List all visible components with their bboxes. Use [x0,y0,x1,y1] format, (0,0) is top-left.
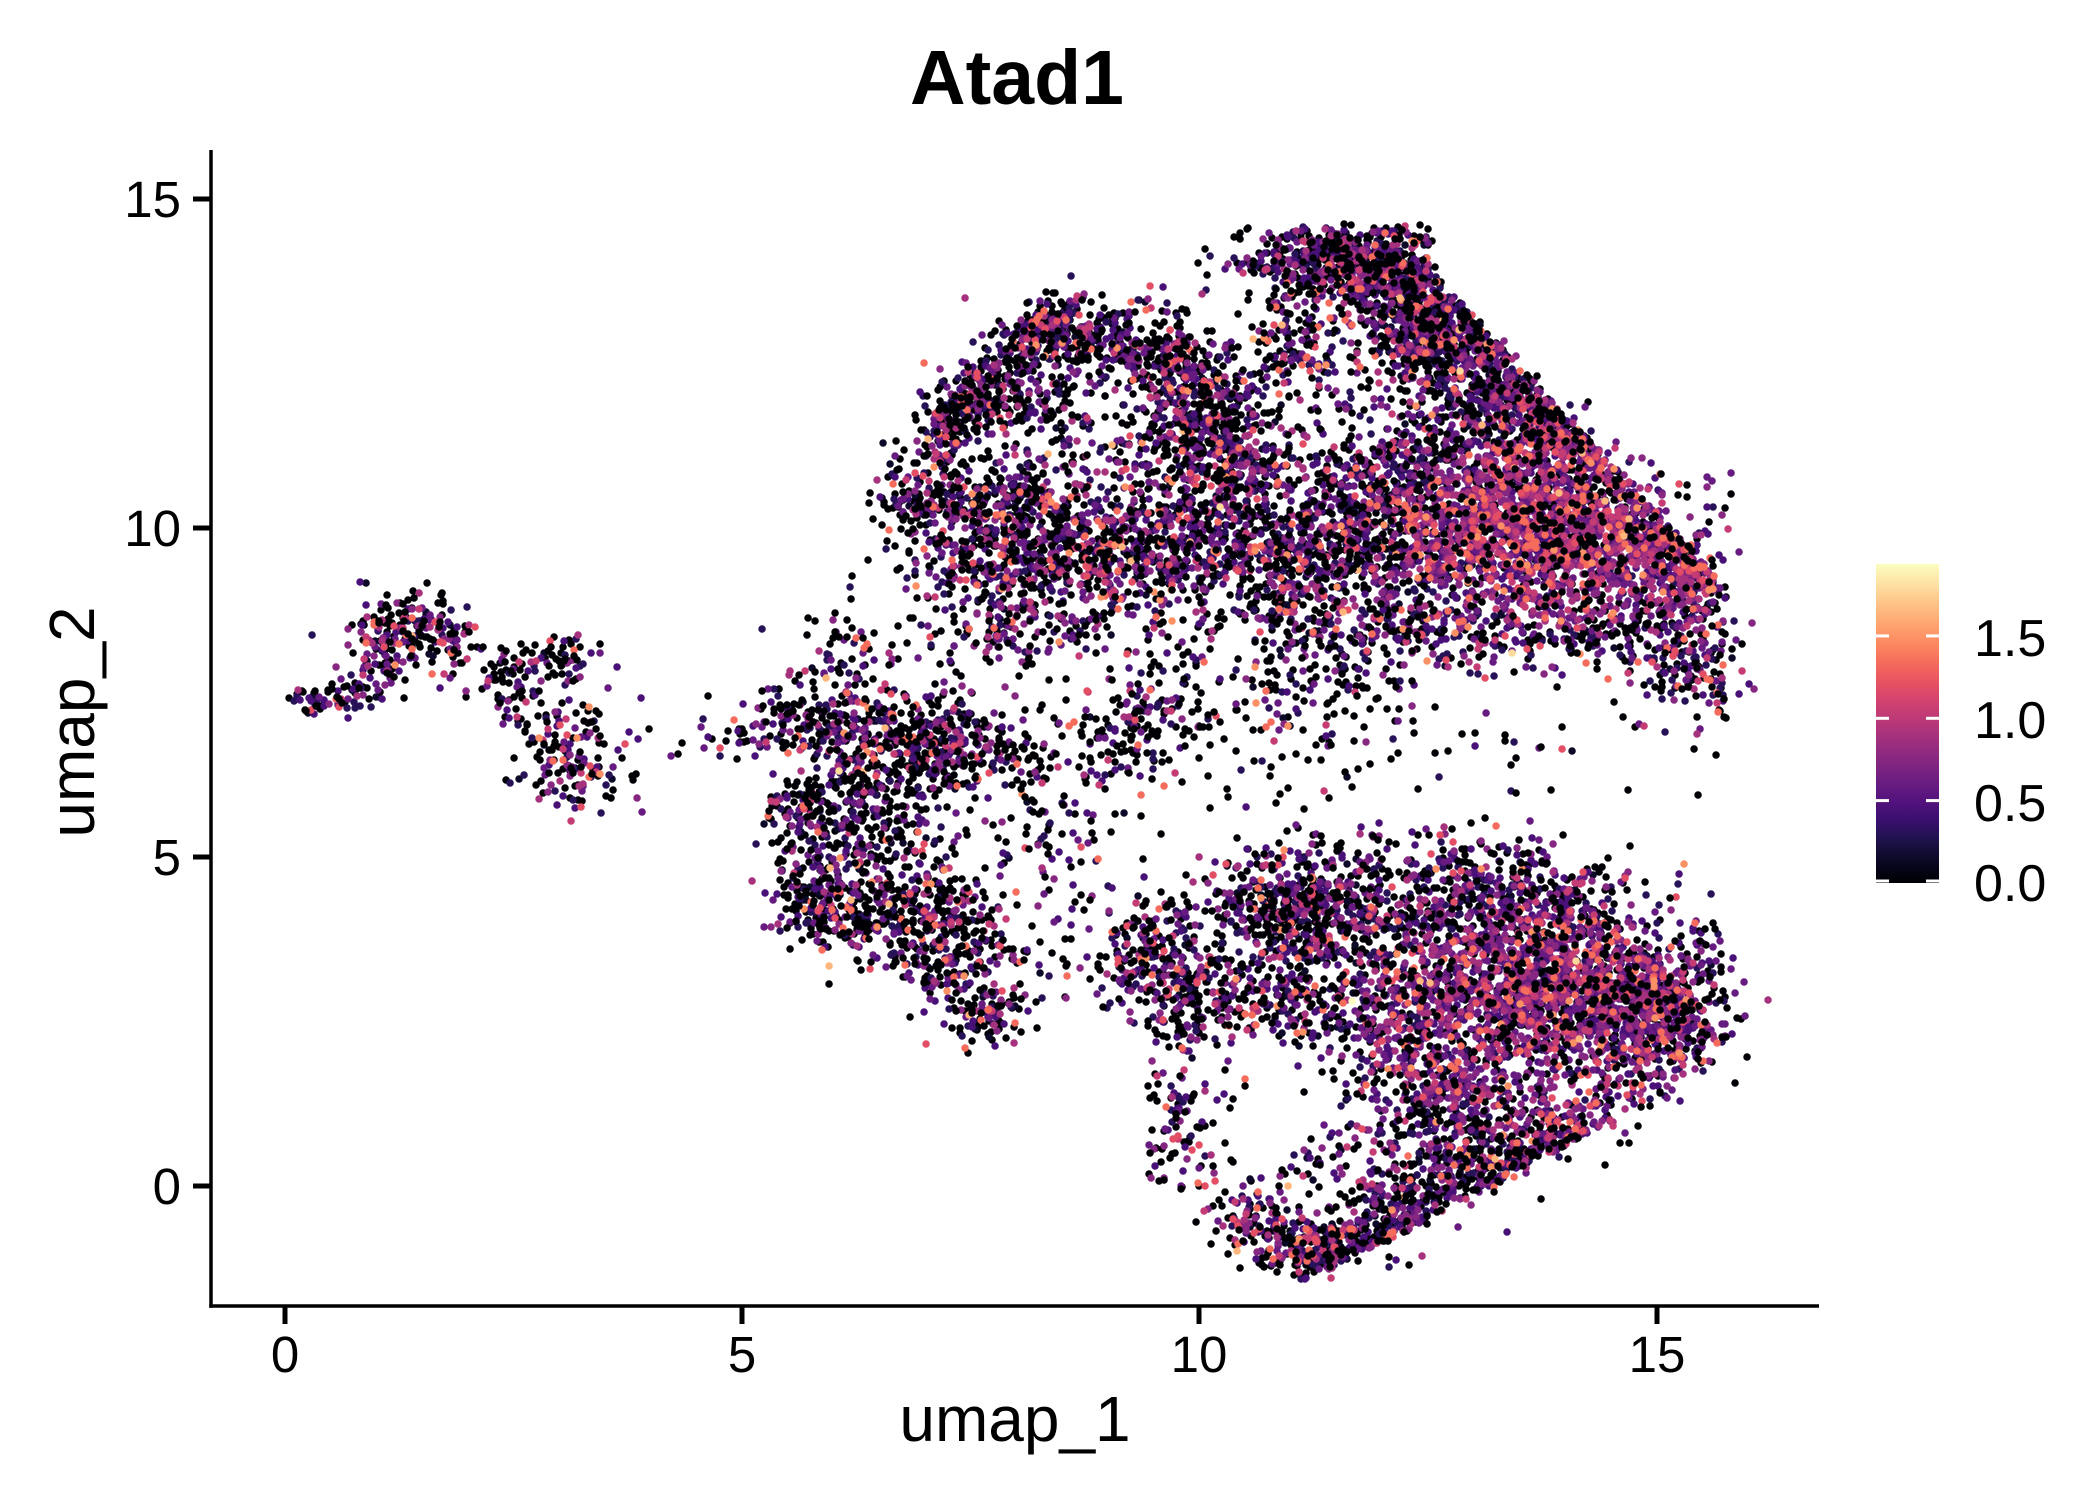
svg-text:0: 0 [153,1158,181,1215]
svg-text:1.5: 1.5 [1974,610,2046,668]
svg-text:0.5: 0.5 [1974,775,2046,833]
svg-text:10: 10 [124,500,181,557]
svg-text:15: 15 [124,171,181,228]
svg-text:5: 5 [153,829,181,886]
svg-text:Atad1: Atad1 [910,35,1124,121]
svg-text:0.0: 0.0 [1974,855,2046,913]
svg-text:umap_2: umap_2 [36,606,108,837]
svg-text:5: 5 [728,1326,756,1383]
svg-text:1.0: 1.0 [1974,692,2046,750]
svg-text:15: 15 [1629,1326,1686,1383]
svg-text:umap_1: umap_1 [899,1383,1130,1455]
svg-text:0: 0 [271,1326,299,1383]
svg-text:10: 10 [1171,1326,1228,1383]
